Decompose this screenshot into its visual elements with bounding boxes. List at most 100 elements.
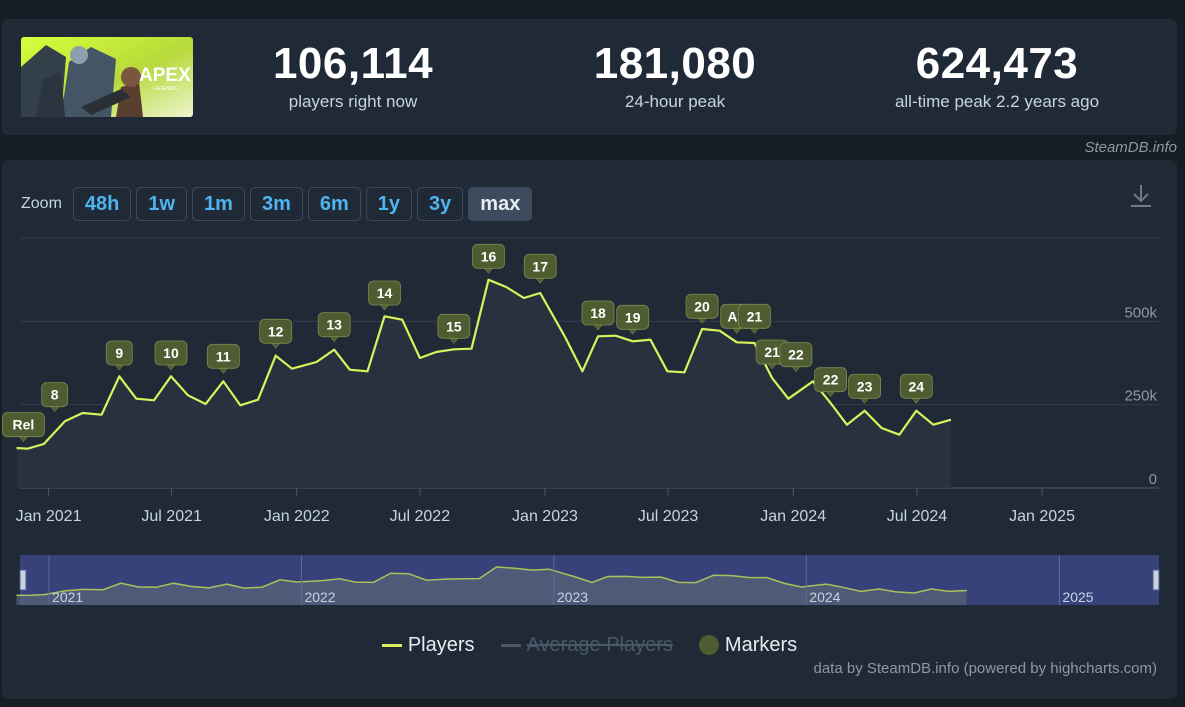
players-area: [16, 279, 952, 488]
game-title-art-text: APEX: [139, 65, 191, 86]
marker-label: 12: [268, 323, 284, 339]
y-tick-label: 500k: [1124, 304, 1157, 321]
marker-flag: 19: [616, 304, 650, 335]
marker-flag: 23: [848, 373, 881, 404]
navigator-handle-right: [1152, 569, 1160, 591]
marker-box: [206, 343, 240, 369]
marker-box: [368, 280, 401, 306]
marker-box: [437, 313, 471, 339]
marker-pointer: [218, 368, 228, 374]
navigator-area: [16, 567, 967, 605]
marker-pointer: [484, 268, 494, 274]
zoom-3y-button[interactable]: 3y: [417, 187, 464, 221]
game-cover-image[interactable]: APEX LEGENDS: [21, 37, 193, 117]
marker-label: 10: [163, 345, 179, 361]
marker-label: 22: [788, 347, 804, 363]
marker-label: 21: [747, 308, 763, 324]
stat-current-players: 106,114 players right now: [193, 39, 513, 113]
marker-label: 11: [216, 348, 231, 364]
marker-pointer: [535, 278, 545, 284]
navigator-label: 2025: [1062, 589, 1093, 605]
marker-pointer: [791, 366, 801, 373]
zoom-1w-button[interactable]: 1w: [136, 187, 188, 221]
marker-label: 9: [115, 345, 123, 361]
marker-box: [317, 312, 351, 338]
player-count-chart[interactable]: 0 250k 500k Jan 2021 Jul 2021 Jan 2022 Jul 202…: [2, 160, 1177, 630]
marker-flag: 21: [738, 303, 771, 334]
marker-pointer: [628, 329, 638, 335]
x-tick-label: Jan 2023: [512, 508, 578, 525]
marker-label: 13: [326, 317, 342, 333]
x-tick-label: Jul 2024: [887, 508, 948, 525]
all-time-peak-value: 624,473: [915, 39, 1079, 88]
marker-flag: 24: [899, 373, 933, 404]
zoom-6m-button[interactable]: 6m: [307, 187, 361, 221]
navigator-label: 2021: [52, 589, 83, 605]
zoom-1y-button[interactable]: 1y: [365, 187, 413, 221]
marker-pointer: [329, 336, 339, 343]
navigator-label: 2022: [304, 589, 335, 605]
x-tick-label: Jan 2024: [760, 508, 826, 525]
all-time-peak-label[interactable]: all-time peak 2.2 years ago: [894, 92, 1100, 111]
chart-credits[interactable]: data by SteamDB.info (powered by highcha…: [813, 660, 1158, 677]
marker-pointer: [114, 364, 124, 371]
chart-legend: Players Average Players Markers: [2, 630, 1177, 660]
x-tick-label: Jan 2025: [1009, 508, 1075, 525]
zoom-1m-button[interactable]: 1m: [192, 187, 245, 221]
legend-average-label: Average Players: [526, 633, 673, 656]
marker-box: [814, 367, 847, 393]
marker-flag: 15: [437, 313, 471, 344]
marker-box: [41, 382, 69, 408]
marker-flag: 12: [259, 318, 293, 349]
steamdb-watermark[interactable]: SteamDB.info: [1084, 139, 1177, 156]
marker-box: [154, 340, 188, 366]
y-tick-label: 250k: [1124, 388, 1157, 405]
marker-flag: 20: [685, 293, 719, 324]
x-tick-label: Jul 2021: [141, 508, 202, 525]
marker-box: [848, 373, 881, 399]
marker-flag: 14: [368, 280, 401, 311]
marker-box: [105, 340, 133, 366]
zoom-max-button[interactable]: max: [468, 187, 533, 221]
marker-pointer: [826, 391, 836, 398]
x-tick-label: Jul 2023: [638, 508, 699, 525]
marker-box: [581, 300, 615, 326]
legend-markers[interactable]: Markers: [698, 633, 798, 657]
legend-average-players[interactable]: Average Players: [500, 633, 673, 657]
marker-box: [899, 373, 933, 399]
marker-flag: 16: [472, 243, 505, 274]
legend-average-swatch: [500, 643, 521, 647]
marker-label: 21: [764, 344, 780, 360]
marker-label: 19: [625, 309, 641, 325]
marker-pointer: [593, 324, 603, 331]
zoom-3m-button[interactable]: 3m: [249, 187, 303, 221]
legend-markers-label: Markers: [724, 633, 798, 656]
navigator-line: [16, 566, 967, 597]
navigator-handle-left: [19, 569, 27, 591]
marker-label: 22: [823, 372, 839, 388]
marker-label: 14: [377, 285, 393, 301]
marker-pointer: [749, 328, 759, 334]
x-tick-label: Jul 2022: [390, 508, 451, 525]
marker-pointer: [50, 406, 60, 413]
game-subtitle-art-text: LEGENDS: [153, 86, 178, 92]
marker-flag: 17: [523, 253, 557, 284]
stat-24h-peak: 181,080 24-hour peak: [515, 39, 835, 113]
y-tick-label: 0: [1149, 471, 1157, 488]
marker-pointer: [449, 338, 459, 344]
marker-pointer: [166, 364, 176, 371]
marker-label: Rel: [13, 417, 35, 433]
marker-label: 8: [51, 387, 59, 403]
legend-players[interactable]: Players: [381, 634, 475, 657]
download-icon[interactable]: [1127, 182, 1155, 210]
marker-pointer: [732, 328, 742, 334]
marker-flag: 13: [317, 312, 351, 343]
marker-box: [685, 293, 719, 319]
marker-box: [779, 342, 813, 368]
marker-flag: 10: [154, 340, 188, 371]
navigator-label: 2024: [809, 589, 840, 605]
zoom-48h-button[interactable]: 48h: [72, 187, 132, 221]
marker-flag: 18: [581, 300, 615, 331]
marker-box: [472, 243, 505, 269]
marker-label: 23: [857, 378, 873, 394]
